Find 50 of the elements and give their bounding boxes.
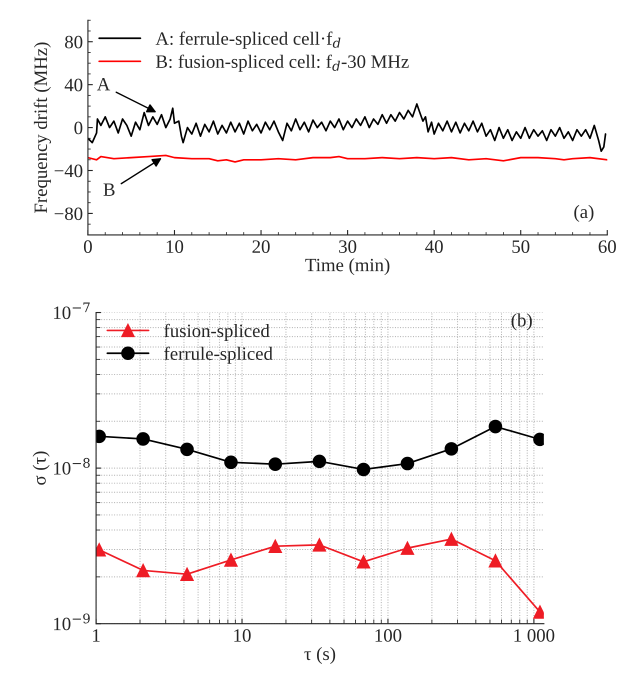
point <box>400 541 414 555</box>
x-tick-label: 100 <box>376 629 402 642</box>
y-axis-title: Frequency drift (MHz) <box>34 42 51 213</box>
x-tick-label: 60 <box>598 240 616 253</box>
legend-label: A: ferrule-spliced cell·f$_{d}$ <box>156 32 340 49</box>
x-tick-label: 1 000 <box>514 629 554 642</box>
y-tick-label: 40 <box>64 78 82 92</box>
annotation: (b) <box>512 313 532 330</box>
y-tick-label: 10$^{−9}$ <box>54 614 90 630</box>
point <box>444 532 458 546</box>
point <box>136 432 150 446</box>
point <box>180 442 194 456</box>
x-tick-label: 50 <box>512 240 530 253</box>
x-tick-label: 40 <box>425 240 443 253</box>
y-axis-title: σ (τ) <box>32 452 50 485</box>
point <box>488 554 502 568</box>
point <box>312 454 326 468</box>
point <box>356 555 370 569</box>
point <box>312 538 326 552</box>
y-tick-label: −40 <box>54 164 82 178</box>
y-tick-label: 10$^{−8}$ <box>54 458 90 475</box>
legend-label: fusion-spliced <box>164 324 270 341</box>
point <box>224 456 238 470</box>
x-tick-label: 10 <box>166 240 184 253</box>
line-series <box>88 103 606 152</box>
y-tick-label: 80 <box>65 36 82 48</box>
x-tick-label: 20 <box>252 240 270 253</box>
point <box>400 456 414 470</box>
point <box>268 539 282 553</box>
legend-label: B: fusion-spliced cell: f$_{d}$-30 MHz <box>156 54 409 72</box>
point <box>180 567 194 581</box>
y-tick-label: −80 <box>54 207 82 220</box>
point <box>136 564 150 578</box>
x-tick-label: 10 <box>234 629 251 642</box>
point <box>268 457 282 471</box>
point <box>488 420 502 434</box>
annotation: A <box>96 78 110 90</box>
line-series <box>88 154 608 163</box>
y-tick-label: 10$^{−7}$ <box>54 302 90 320</box>
x-axis-title: Time (min) <box>305 258 390 276</box>
x-tick-label: 1 <box>93 629 100 642</box>
annotation: B <box>104 184 115 196</box>
annotation: (a) <box>574 204 594 222</box>
x-tick-label: 30 <box>339 240 356 253</box>
legend-label: ferrule-spliced <box>164 346 273 364</box>
point <box>356 462 370 476</box>
y-tick-label: 0 <box>74 122 82 134</box>
point <box>224 553 238 567</box>
x-axis-title: τ (s) <box>304 646 336 664</box>
point <box>444 442 458 456</box>
